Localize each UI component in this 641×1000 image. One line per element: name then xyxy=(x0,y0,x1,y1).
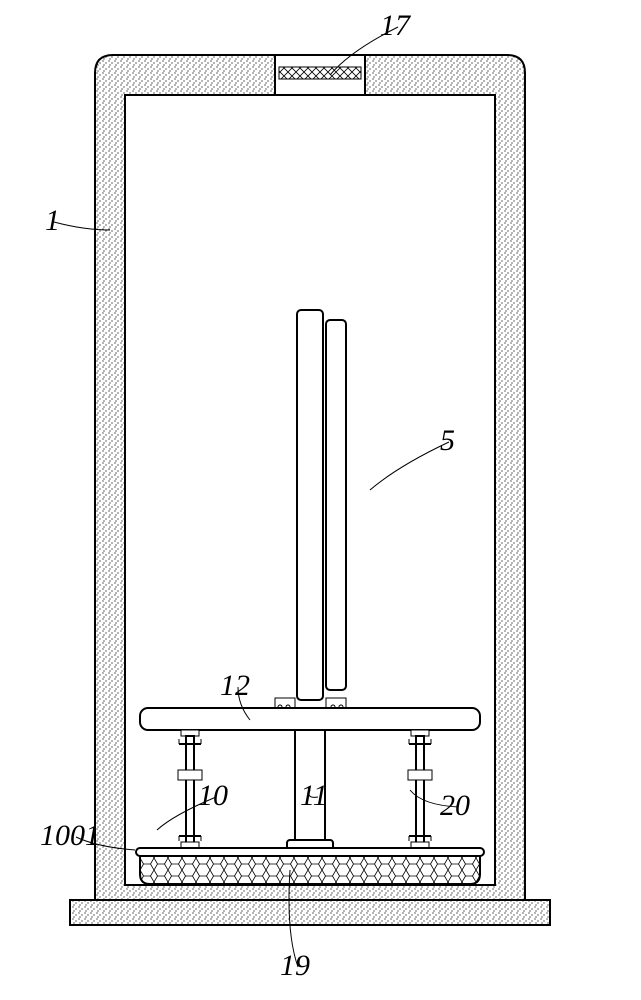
leader-line-5 xyxy=(370,442,449,490)
rod-right-guide xyxy=(408,770,432,780)
label-20: 20 xyxy=(440,789,470,822)
bottom-tray xyxy=(136,848,484,856)
label-5: 5 xyxy=(440,424,455,457)
label-11: 11 xyxy=(300,779,328,812)
top-vent-mesh xyxy=(279,67,361,79)
honeycomb-basin xyxy=(140,856,480,884)
platform xyxy=(140,708,480,730)
label-1001: 1001 xyxy=(40,819,100,852)
label-19: 19 xyxy=(280,949,310,982)
center-panel-front xyxy=(326,320,346,690)
label-17: 17 xyxy=(380,9,412,42)
label-1: 1 xyxy=(45,204,60,237)
label-12: 12 xyxy=(220,669,250,702)
rod-right xyxy=(416,736,424,848)
housing-base xyxy=(70,900,550,925)
rod-left xyxy=(186,736,194,848)
label-10: 10 xyxy=(198,779,228,812)
center-panel-back xyxy=(297,310,323,700)
